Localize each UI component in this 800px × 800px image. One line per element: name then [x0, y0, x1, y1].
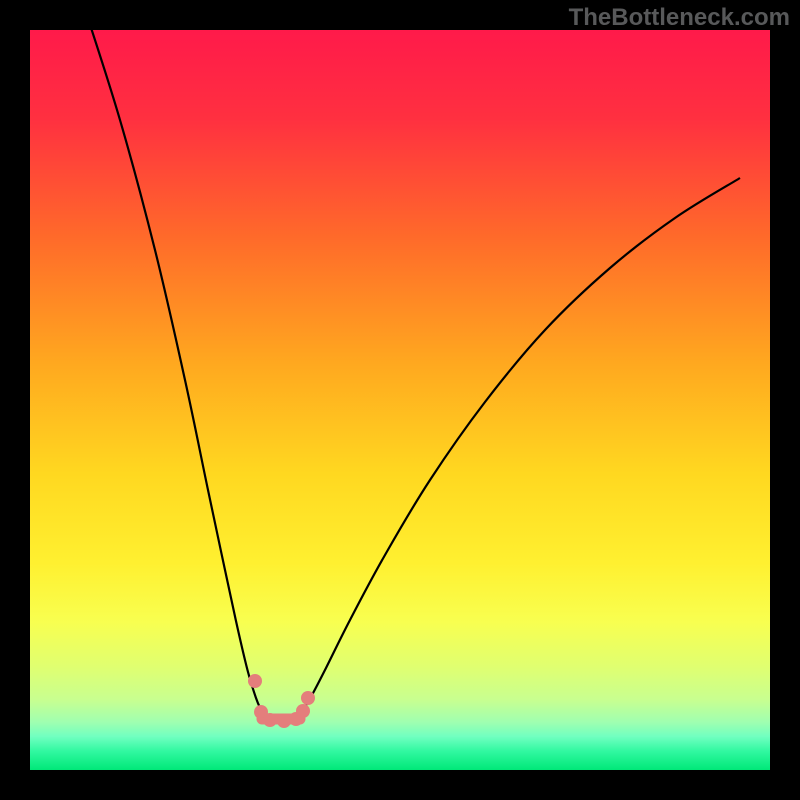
valley-dot [301, 691, 315, 705]
valley-dot [263, 713, 277, 727]
valley-dot [248, 674, 262, 688]
watermark-text: TheBottleneck.com [569, 4, 790, 32]
gradient-background [30, 30, 770, 770]
valley-dot [296, 704, 310, 718]
chart-frame: TheBottleneck.com [0, 0, 800, 800]
plot-svg [0, 0, 800, 800]
valley-dot [277, 714, 291, 728]
